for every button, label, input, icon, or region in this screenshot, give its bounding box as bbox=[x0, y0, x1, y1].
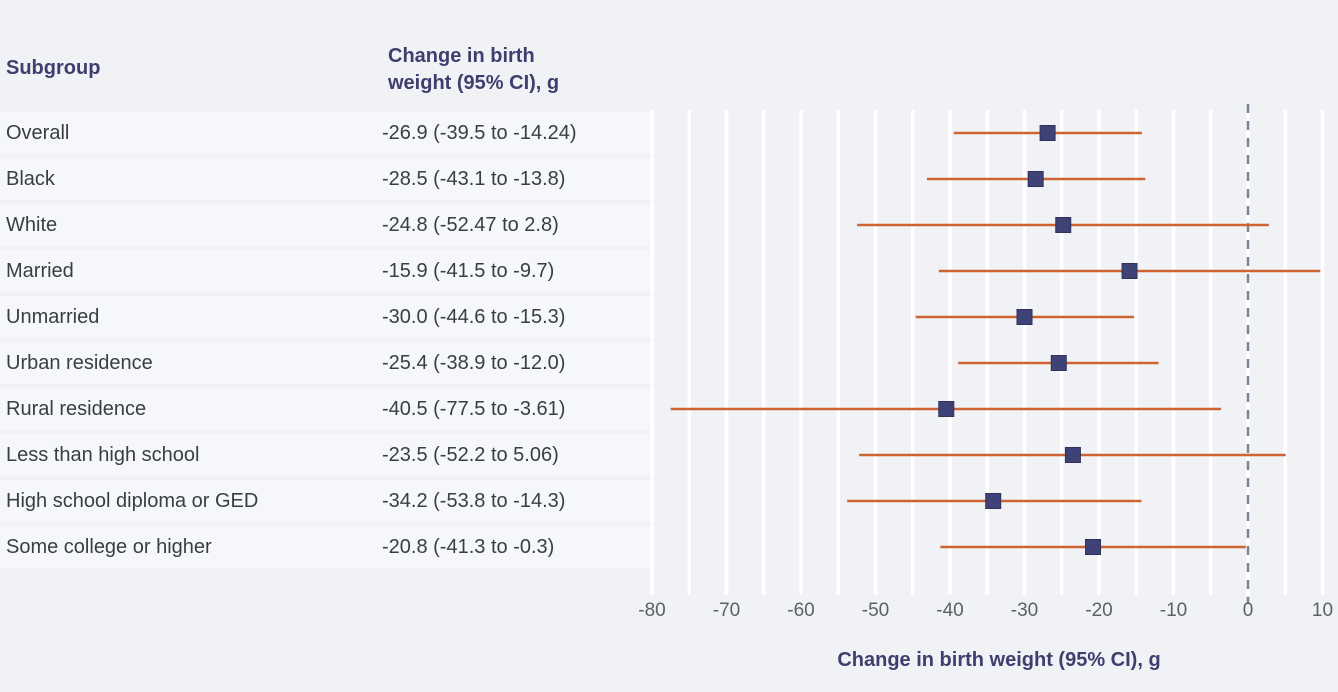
subgroup-label: Rural residence bbox=[6, 397, 147, 420]
x-tick-label: -10 bbox=[1160, 600, 1187, 621]
table-row: Black -28.5 (-43.1 to -13.8) bbox=[0, 158, 655, 200]
ci-value: -20.8 (-41.3 to -0.3) bbox=[382, 535, 555, 558]
table-row: White -24.8 (-52.47 to 2.8) bbox=[0, 204, 655, 246]
subgroup-label: White bbox=[6, 213, 58, 236]
estimate-marker bbox=[1085, 539, 1102, 555]
x-tick-label: -70 bbox=[713, 600, 740, 621]
ci-value: -34.2 (-53.8 to -14.3) bbox=[382, 489, 566, 512]
table-row: Rural residence -40.5 (-77.5 to -3.61) bbox=[0, 388, 655, 430]
x-tick-label: -50 bbox=[862, 600, 889, 621]
estimate-marker bbox=[985, 493, 1002, 509]
table-row: Overall -26.9 (-39.5 to -14.24) bbox=[0, 112, 655, 154]
ci-value: -40.5 (-77.5 to -3.61) bbox=[382, 397, 566, 420]
x-axis-title: Change in birth weight (95% CI), g bbox=[837, 649, 1161, 671]
table-row: Less than high school -23.5 (-52.2 to 5.0… bbox=[0, 434, 655, 476]
x-tick-label: 10 bbox=[1312, 600, 1333, 621]
ci-value: -26.9 (-39.5 to -14.24) bbox=[382, 121, 577, 144]
table-row: High school diploma or GED -34.2 (-53.8 t… bbox=[0, 480, 655, 522]
subgroup-label: Black bbox=[6, 167, 55, 190]
estimate-marker bbox=[1016, 309, 1033, 325]
ci-value: -24.8 (-52.47 to 2.8) bbox=[382, 213, 559, 236]
estimate-marker bbox=[1050, 355, 1067, 371]
x-tick-label: -80 bbox=[638, 600, 665, 621]
subgroup-label: Less than high school bbox=[6, 443, 200, 466]
subgroup-label: Overall bbox=[6, 121, 70, 144]
estimate-marker bbox=[1121, 263, 1138, 279]
ci-value: -28.5 (-43.1 to -13.8) bbox=[382, 167, 566, 190]
ci-column-header: Change in birth weight (95% CI), g bbox=[388, 45, 560, 94]
subgroup-label: Some college or higher bbox=[6, 535, 212, 558]
subgroup-label: High school diploma or GED bbox=[6, 489, 259, 512]
estimate-marker bbox=[1027, 171, 1044, 187]
table-row: Married -15.9 (-41.5 to -9.7) bbox=[0, 250, 655, 292]
table-row: Some college or higher -20.8 (-41.3 to -0… bbox=[0, 526, 655, 568]
estimate-marker bbox=[1055, 217, 1072, 233]
table-row: Urban residence -25.4 (-38.9 to -12.0) bbox=[0, 342, 655, 384]
subgroup-label: Married bbox=[6, 259, 74, 282]
subgroup-label: Urban residence bbox=[6, 351, 153, 374]
estimate-marker bbox=[1064, 447, 1081, 463]
estimate-marker bbox=[938, 401, 955, 417]
estimate-marker bbox=[1039, 125, 1056, 141]
x-tick-label: -40 bbox=[936, 600, 963, 621]
ci-value: -25.4 (-38.9 to -12.0) bbox=[382, 351, 566, 374]
ci-value: -15.9 (-41.5 to -9.7) bbox=[382, 259, 555, 282]
table-row: Unmarried -30.0 (-44.6 to -15.3) bbox=[0, 296, 655, 338]
subgroup-table: Overall -26.9 (-39.5 to -14.24) Black -28.5… bbox=[0, 112, 655, 572]
subgroup-column-header: Subgroup bbox=[6, 57, 101, 79]
x-tick-label: -20 bbox=[1085, 600, 1112, 621]
ci-value: -23.5 (-52.2 to 5.06) bbox=[382, 443, 559, 466]
ci-value: -30.0 (-44.6 to -15.3) bbox=[382, 305, 566, 328]
x-tick-label: -30 bbox=[1011, 600, 1038, 621]
x-tick-label: 0 bbox=[1243, 600, 1254, 621]
x-tick-label: -60 bbox=[787, 600, 814, 621]
subgroup-label: Unmarried bbox=[6, 305, 100, 328]
